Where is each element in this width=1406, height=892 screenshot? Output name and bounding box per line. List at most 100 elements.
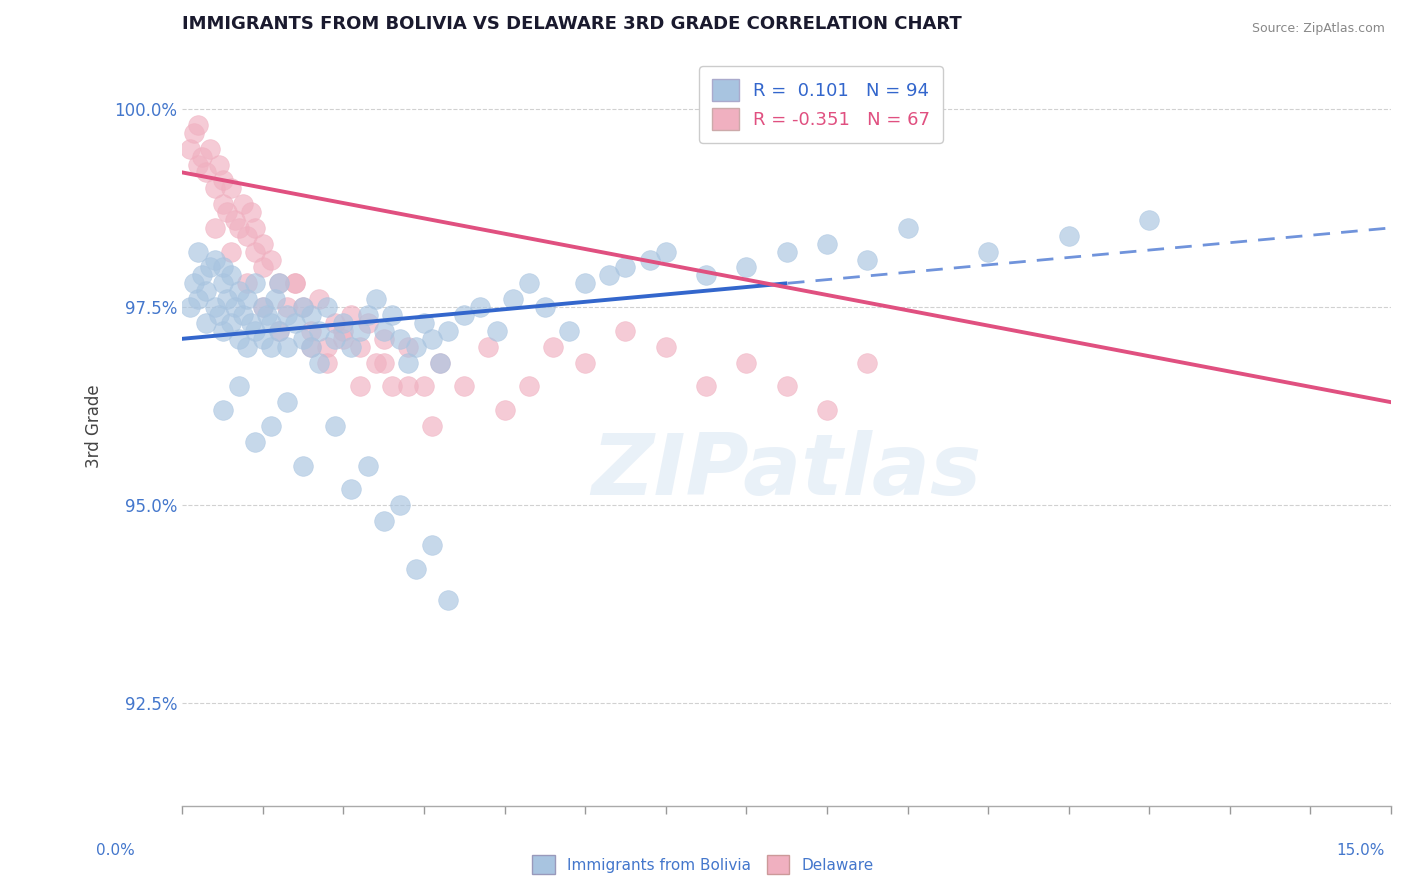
Point bbox=[381, 379, 404, 393]
Point bbox=[308, 324, 330, 338]
Point bbox=[211, 277, 233, 291]
Point bbox=[735, 260, 758, 275]
Point bbox=[243, 277, 266, 291]
Point bbox=[292, 458, 315, 473]
Point bbox=[224, 213, 246, 227]
Point bbox=[558, 324, 581, 338]
Point bbox=[856, 355, 879, 369]
Point bbox=[204, 252, 226, 267]
Point bbox=[267, 324, 290, 338]
Point bbox=[219, 244, 242, 259]
Legend: Immigrants from Bolivia, Delaware: Immigrants from Bolivia, Delaware bbox=[526, 849, 880, 880]
Point bbox=[211, 403, 233, 417]
Point bbox=[453, 379, 475, 393]
Point bbox=[815, 403, 838, 417]
Point bbox=[373, 355, 395, 369]
Point bbox=[204, 220, 226, 235]
Point bbox=[276, 340, 298, 354]
Point bbox=[200, 142, 222, 156]
Point bbox=[228, 332, 250, 346]
Point bbox=[224, 300, 246, 314]
Point bbox=[252, 300, 274, 314]
Point bbox=[183, 126, 205, 140]
Point bbox=[191, 150, 214, 164]
Point bbox=[541, 340, 564, 354]
Point bbox=[308, 292, 330, 306]
Legend: R =  0.101   N = 94, R = -0.351   N = 67: R = 0.101 N = 94, R = -0.351 N = 67 bbox=[699, 66, 943, 143]
Point bbox=[405, 340, 427, 354]
Point bbox=[775, 379, 797, 393]
Point bbox=[340, 483, 363, 497]
Point bbox=[187, 292, 209, 306]
Text: ZIPatlas: ZIPatlas bbox=[592, 430, 981, 513]
Point bbox=[332, 316, 354, 330]
Point bbox=[299, 340, 322, 354]
Point bbox=[325, 419, 347, 434]
Point bbox=[1057, 228, 1080, 243]
Point bbox=[187, 118, 209, 132]
Point bbox=[485, 324, 508, 338]
Point bbox=[284, 277, 307, 291]
Point bbox=[534, 300, 557, 314]
Point bbox=[574, 277, 596, 291]
Point bbox=[292, 332, 315, 346]
Point bbox=[183, 277, 205, 291]
Point bbox=[420, 332, 443, 346]
Point bbox=[232, 197, 254, 211]
Point bbox=[396, 340, 419, 354]
Point bbox=[494, 403, 516, 417]
Point bbox=[574, 355, 596, 369]
Point bbox=[219, 268, 242, 283]
Point bbox=[276, 300, 298, 314]
Point bbox=[405, 561, 427, 575]
Point bbox=[413, 379, 436, 393]
Point bbox=[429, 355, 451, 369]
Point bbox=[235, 340, 257, 354]
Point bbox=[477, 340, 499, 354]
Point bbox=[260, 419, 283, 434]
Point bbox=[316, 300, 339, 314]
Point bbox=[215, 205, 238, 219]
Point bbox=[340, 308, 363, 322]
Y-axis label: 3rd Grade: 3rd Grade bbox=[86, 384, 103, 467]
Point bbox=[195, 165, 218, 179]
Point bbox=[299, 340, 322, 354]
Text: 15.0%: 15.0% bbox=[1337, 843, 1385, 858]
Text: 0.0%: 0.0% bbox=[96, 843, 135, 858]
Point bbox=[373, 324, 395, 338]
Point bbox=[413, 316, 436, 330]
Point bbox=[429, 355, 451, 369]
Point bbox=[284, 316, 307, 330]
Point bbox=[815, 236, 838, 251]
Point bbox=[260, 316, 283, 330]
Point bbox=[316, 340, 339, 354]
Point bbox=[381, 308, 404, 322]
Point bbox=[388, 332, 411, 346]
Point bbox=[179, 300, 201, 314]
Point bbox=[502, 292, 524, 306]
Point bbox=[252, 300, 274, 314]
Point bbox=[356, 458, 378, 473]
Point bbox=[211, 324, 233, 338]
Point bbox=[284, 277, 307, 291]
Point bbox=[308, 355, 330, 369]
Point bbox=[267, 324, 290, 338]
Point bbox=[228, 285, 250, 299]
Point bbox=[856, 252, 879, 267]
Point bbox=[260, 340, 283, 354]
Point bbox=[187, 244, 209, 259]
Point bbox=[211, 260, 233, 275]
Point bbox=[517, 277, 540, 291]
Point bbox=[228, 220, 250, 235]
Point bbox=[215, 292, 238, 306]
Point bbox=[204, 300, 226, 314]
Point bbox=[437, 324, 460, 338]
Point bbox=[614, 260, 637, 275]
Point bbox=[276, 308, 298, 322]
Point bbox=[332, 324, 354, 338]
Point bbox=[191, 268, 214, 283]
Point bbox=[598, 268, 620, 283]
Point bbox=[187, 157, 209, 171]
Point bbox=[316, 355, 339, 369]
Point bbox=[256, 308, 278, 322]
